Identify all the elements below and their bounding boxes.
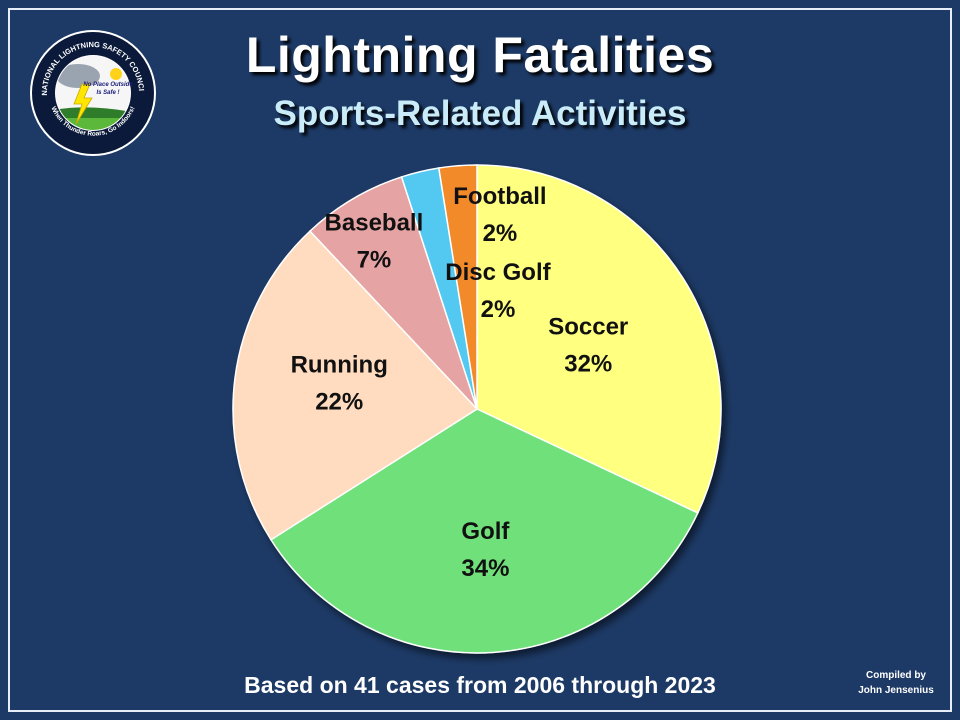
slide-frame	[8, 8, 952, 712]
nlsc-logo: NATIONAL LIGHTNING SAFETY COUNCIL When T…	[28, 28, 156, 156]
slice-disc-golf	[437, 164, 478, 410]
slice-running	[232, 230, 479, 541]
value-football: 2%	[483, 220, 518, 247]
credit-line-1: Compiled by	[865, 670, 926, 681]
label-football: Football	[453, 183, 546, 210]
value-running: 22%	[315, 389, 363, 416]
label-soccer: Soccer	[548, 313, 628, 340]
label-baseball: Baseball	[325, 210, 424, 237]
footnote: Based on 41 cases from 2006 through 2023	[244, 672, 716, 698]
slice-soccer	[476, 164, 722, 514]
value-baseball: 7%	[357, 247, 392, 274]
value-golf: 34%	[461, 555, 509, 582]
slice-golf	[269, 408, 699, 654]
label-disc-golf: Disc Golf	[445, 259, 551, 286]
page-subtitle: Sports-Related Activities	[273, 94, 687, 133]
logo-text-line2: Is Safe !	[96, 90, 119, 96]
logo-text-line1: No Place Outside	[83, 82, 133, 88]
page-title: Lightning Fatalities	[245, 27, 715, 83]
label-running: Running	[291, 352, 388, 379]
value-soccer: 32%	[564, 350, 612, 377]
credit-line-2: John Jensenius	[858, 685, 934, 696]
value-disc-golf: 2%	[481, 296, 516, 323]
label-golf: Golf	[461, 518, 510, 545]
slice-baseball	[308, 175, 478, 410]
credit: Compiled by John Jensenius	[846, 668, 946, 698]
